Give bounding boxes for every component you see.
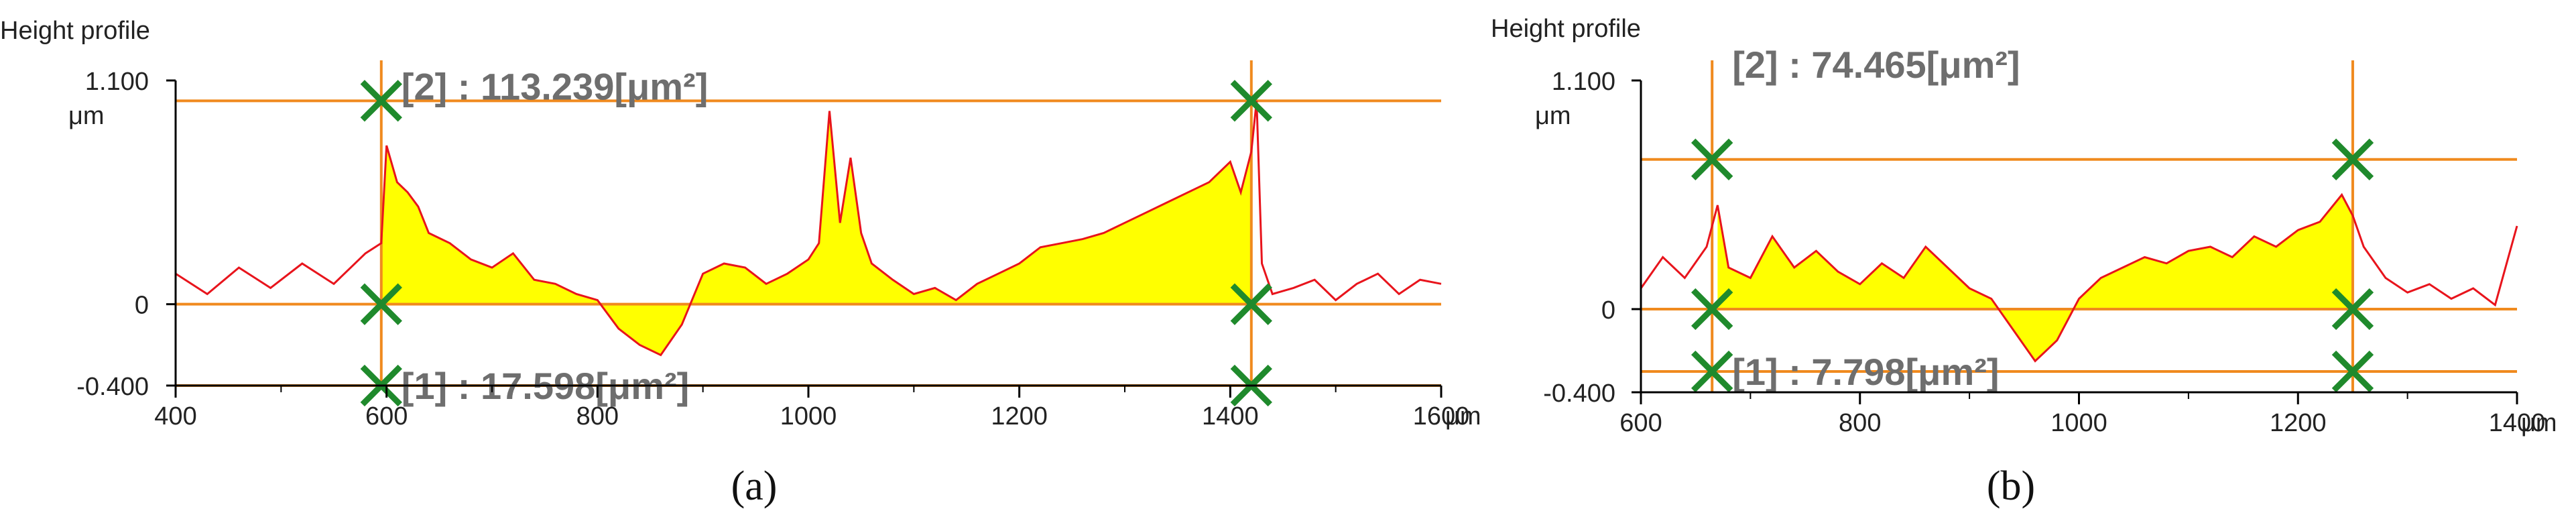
x-tick-label: 400: [154, 402, 196, 430]
x-axis-unit: μm: [2521, 409, 2557, 437]
area-label-1: [1] : 7.798[μm²]: [1732, 351, 1999, 393]
x-tick-label: 600: [365, 402, 408, 430]
marker-x: [2331, 138, 2374, 180]
panel-title: Height profile: [1491, 15, 1641, 43]
y-tick-label: 0: [135, 292, 149, 320]
marker-stroke: [2331, 350, 2374, 393]
marker-stroke: [2331, 288, 2374, 331]
x-tick-label: 1000: [780, 402, 837, 430]
area-fill: [1717, 194, 2353, 361]
marker-x: [1691, 138, 1733, 180]
y-tick-label: 1.100: [85, 68, 149, 96]
y-axis-unit: μm: [1535, 102, 1571, 130]
panel-a: Height profile[2] : 113.239[μm²][1] : 17…: [0, 17, 1481, 509]
marker-x: [2331, 350, 2374, 393]
x-tick-label: 1600: [1413, 402, 1470, 430]
panel-caption: (b): [1987, 463, 2035, 509]
panel-b: Height profile [2] : 74.465[μm²] [1] : 7.7…: [1491, 15, 2557, 509]
marker-stroke: [1230, 283, 1272, 325]
x-tick-label: 800: [576, 402, 619, 430]
marker-x: [1230, 80, 1272, 122]
x-tick-label: 800: [1839, 409, 1881, 437]
panel-title: Height profile: [0, 17, 150, 45]
y-tick-label: -0.400: [76, 373, 149, 401]
marker-x: [360, 80, 402, 122]
marker-stroke: [360, 80, 402, 122]
x-tick-label: 1400: [2489, 409, 2546, 437]
marker-stroke: [1691, 288, 1733, 331]
x-tick-label: 600: [1619, 409, 1662, 437]
marker-stroke: [1691, 138, 1733, 180]
x-axis-unit: μm: [1445, 402, 1481, 430]
marker-stroke: [1691, 350, 1733, 393]
area-label-2: [2] : 113.239[μm²]: [402, 65, 709, 107]
panel-caption: (a): [731, 463, 778, 509]
marker-x: [360, 283, 402, 325]
x-tick-label: 1000: [2050, 409, 2107, 437]
marker-stroke: [1230, 80, 1272, 122]
area-fill: [381, 111, 1251, 355]
marker-x: [2331, 288, 2374, 331]
y-tick-label: -0.400: [1543, 380, 1615, 408]
profile-line: [175, 101, 1442, 357]
marker-x: [1691, 288, 1733, 331]
x-tick-label: 1200: [2270, 409, 2327, 437]
marker-x: [1691, 350, 1733, 393]
x-tick-label: 1400: [1202, 402, 1259, 430]
x-tick-label: 1200: [991, 402, 1048, 430]
marker-stroke: [360, 283, 402, 325]
y-tick-label: 1.100: [1552, 68, 1615, 96]
area-label-2: [2] : 74.465[μm²]: [1732, 44, 2020, 86]
marker-x: [1230, 283, 1272, 325]
y-tick-label: 0: [1601, 296, 1615, 325]
marker-stroke: [2331, 138, 2374, 180]
y-axis-unit: μm: [68, 102, 105, 130]
profile-line: [1640, 192, 2518, 363]
